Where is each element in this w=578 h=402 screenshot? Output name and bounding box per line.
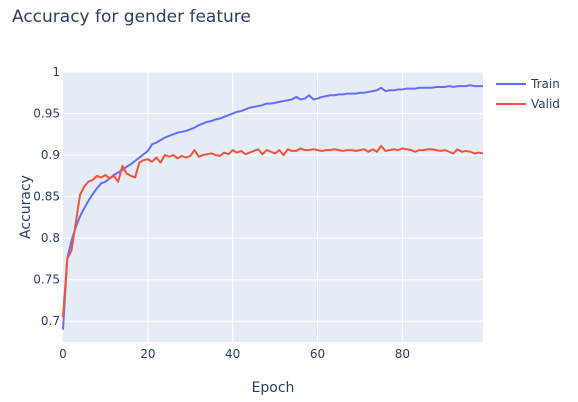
series-lines: [62, 84, 484, 330]
series-line-valid: [62, 144, 484, 318]
y-tick-label: 0.9: [41, 148, 60, 162]
y-tick-label: 1: [52, 65, 60, 79]
x-axis-title: Epoch: [252, 380, 295, 396]
x-tick-label: 0: [59, 347, 67, 361]
chart-title: Accuracy for gender feature: [12, 7, 251, 27]
gridlines: [63, 71, 483, 342]
x-axis-ticks: 0 20 40 60 80: [59, 347, 410, 361]
y-tick-label: 0.85: [33, 190, 60, 204]
x-tick-label: 40: [225, 347, 240, 361]
plot-background: [63, 72, 483, 342]
legend: Train Valid: [496, 77, 560, 111]
y-axis-title: Accuracy: [18, 175, 34, 239]
x-tick-label: 80: [395, 347, 410, 361]
y-tick-label: 0.95: [33, 107, 60, 121]
series-line-train: [62, 84, 483, 330]
legend-label-valid: Valid: [531, 97, 560, 111]
y-axis-ticks: 0.7 0.75 0.8 0.85 0.9 0.95 1: [33, 65, 60, 328]
y-tick-label: 0.75: [33, 273, 60, 287]
y-tick-label: 0.7: [41, 314, 60, 328]
x-tick-label: 60: [310, 347, 325, 361]
x-tick-label: 20: [140, 347, 155, 361]
legend-label-train: Train: [530, 77, 560, 91]
y-tick-label: 0.8: [41, 231, 60, 245]
